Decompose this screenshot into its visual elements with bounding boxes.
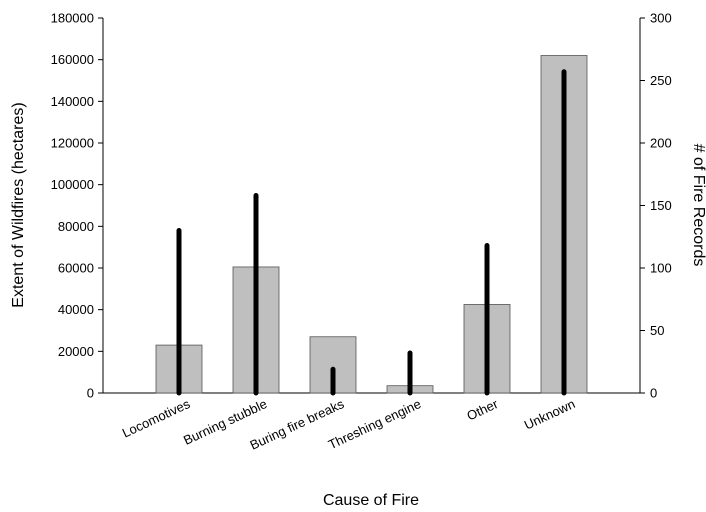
y2-axis-title: # of Fire Records	[690, 144, 706, 267]
left-tick-label: 40000	[58, 302, 94, 317]
left-tick-label: 160000	[51, 52, 94, 67]
right-tick-label: 0	[650, 386, 657, 401]
left-tick-label: 180000	[51, 11, 94, 26]
bar-series	[155, 55, 588, 394]
right-tick-label: 250	[650, 73, 672, 88]
left-axis-ticks: 0 20000 40000 60000 80000 100000 120000 140000 1…	[51, 11, 103, 401]
left-tick-label: 100000	[51, 177, 94, 192]
category-label: Unknown	[522, 396, 577, 433]
right-tick-label: 300	[650, 11, 672, 26]
x-axis-title: Cause of Fire	[323, 492, 419, 509]
left-tick-label: 60000	[58, 261, 94, 276]
y-axis-title: Extent of Wildfires (hectares)	[10, 102, 27, 307]
right-axis-ticks: 0 50 100 150 200 250 300	[640, 11, 672, 401]
right-tick-label: 200	[650, 136, 672, 151]
left-tick-label: 120000	[51, 136, 94, 151]
left-tick-label: 140000	[51, 94, 94, 109]
category-label: Other	[464, 396, 500, 424]
left-tick-label: 80000	[58, 219, 94, 234]
left-tick-label: 20000	[58, 344, 94, 359]
right-tick-label: 150	[650, 198, 672, 213]
left-tick-label: 0	[87, 386, 94, 401]
right-tick-label: 100	[650, 261, 672, 276]
fire-records-series	[176, 69, 567, 396]
right-tick-label: 50	[650, 323, 664, 338]
